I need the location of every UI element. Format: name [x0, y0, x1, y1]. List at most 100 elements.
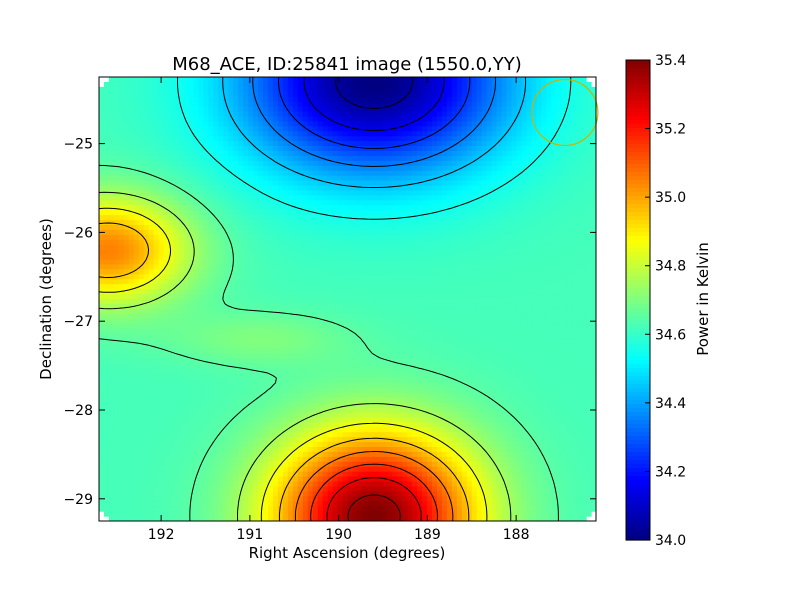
heatmap-cell	[213, 86, 219, 93]
heatmap-cell	[382, 215, 388, 221]
heatmap-cell	[561, 318, 567, 325]
heatmap-cell	[571, 96, 577, 103]
heatmap-cell	[218, 180, 224, 187]
heatmap-cell	[238, 146, 244, 152]
heatmap-cell	[402, 220, 408, 226]
heatmap-cell	[551, 151, 557, 157]
heatmap-cell	[352, 131, 359, 137]
heatmap-cell	[282, 259, 289, 266]
heatmap-cell	[287, 234, 294, 241]
heatmap-cell	[407, 244, 413, 251]
heatmap-cell	[526, 254, 532, 261]
heatmap-cell	[412, 146, 418, 152]
heatmap-cell	[561, 81, 567, 88]
heatmap-cell	[506, 303, 513, 310]
heatmap-cell	[362, 136, 368, 142]
heatmap-cell	[188, 274, 195, 280]
heatmap-cell	[123, 81, 130, 88]
heatmap-cell	[198, 86, 204, 93]
heatmap-cell	[511, 141, 518, 147]
heatmap-cell	[571, 244, 577, 251]
heatmap-cell	[456, 239, 463, 246]
heatmap-cell	[387, 225, 393, 231]
heatmap-cell	[337, 210, 344, 216]
heatmap-cell	[362, 170, 368, 177]
heatmap-cell	[123, 155, 130, 162]
heatmap-cell	[526, 121, 532, 127]
heatmap-cell	[446, 116, 453, 122]
heatmap-cell	[407, 210, 413, 216]
heatmap-cell	[367, 220, 373, 226]
heatmap-cell	[342, 81, 349, 88]
heatmap-cell	[521, 141, 528, 147]
heatmap-cell	[138, 96, 145, 103]
heatmap-cell	[337, 151, 344, 157]
heatmap-cell	[208, 313, 214, 320]
heatmap-cell	[133, 195, 140, 201]
heatmap-cell	[377, 220, 383, 226]
heatmap-cell	[243, 215, 249, 221]
heatmap-cell	[466, 106, 473, 113]
heatmap-cell	[128, 77, 135, 83]
heatmap-cell	[362, 86, 368, 93]
heatmap-cell	[461, 318, 468, 325]
heatmap-cell	[476, 318, 483, 325]
heatmap-cell	[566, 155, 572, 162]
heatmap-cell	[347, 165, 354, 172]
heatmap-cell	[163, 116, 170, 122]
heatmap-cell	[168, 244, 175, 251]
heatmap-cell	[103, 86, 110, 93]
heatmap-cell	[228, 215, 234, 221]
heatmap-cell	[402, 269, 408, 275]
heatmap-cell	[412, 126, 418, 132]
heatmap-cell	[431, 160, 438, 167]
heatmap-cell	[481, 185, 488, 192]
heatmap-cell	[292, 131, 299, 137]
heatmap-cell	[546, 205, 552, 211]
heatmap-cell	[402, 259, 408, 266]
heatmap-cell	[471, 313, 478, 320]
heatmap-cell	[297, 215, 304, 221]
heatmap-cell	[223, 91, 229, 98]
heatmap-cell	[198, 215, 204, 221]
heatmap-cell	[501, 160, 508, 167]
heatmap-cell	[412, 106, 418, 113]
heatmap-cell	[521, 180, 528, 187]
heatmap-cell	[392, 303, 398, 310]
heatmap-cell	[576, 116, 582, 122]
heatmap-cell	[551, 308, 557, 315]
heatmap-cell	[496, 195, 503, 201]
heatmap-cell	[536, 313, 542, 320]
heatmap-cell	[451, 111, 458, 118]
heatmap-cell	[402, 111, 408, 118]
heatmap-cell	[243, 151, 249, 157]
heatmap-layer	[99, 77, 596, 521]
heatmap-cell	[561, 284, 567, 290]
heatmap-cell	[258, 175, 264, 182]
heatmap-cell	[382, 308, 388, 315]
heatmap-cell	[128, 264, 135, 270]
heatmap-cell	[218, 136, 224, 142]
heatmap-cell	[441, 200, 448, 206]
heatmap-cell	[531, 313, 537, 320]
heatmap-cell	[392, 180, 398, 187]
heatmap-cell	[203, 294, 209, 300]
heatmap-cell	[382, 146, 388, 152]
heatmap-cell	[516, 96, 523, 103]
heatmap-cell	[372, 269, 378, 275]
heatmap-cell	[148, 146, 155, 152]
heatmap-cell	[496, 185, 503, 192]
heatmap-cell	[277, 294, 284, 300]
heatmap-cell	[352, 96, 359, 103]
heatmap-cell	[327, 205, 334, 211]
heatmap-cell	[188, 77, 195, 83]
heatmap-cell	[312, 121, 319, 127]
heatmap-cell	[367, 284, 373, 290]
heatmap-cell	[466, 259, 473, 266]
heatmap-cell	[541, 180, 547, 187]
heatmap-cell	[153, 284, 160, 290]
heatmap-cell	[188, 215, 195, 221]
heatmap-cell	[571, 81, 577, 88]
heatmap-cell	[397, 81, 403, 88]
heatmap-cell	[248, 220, 254, 226]
